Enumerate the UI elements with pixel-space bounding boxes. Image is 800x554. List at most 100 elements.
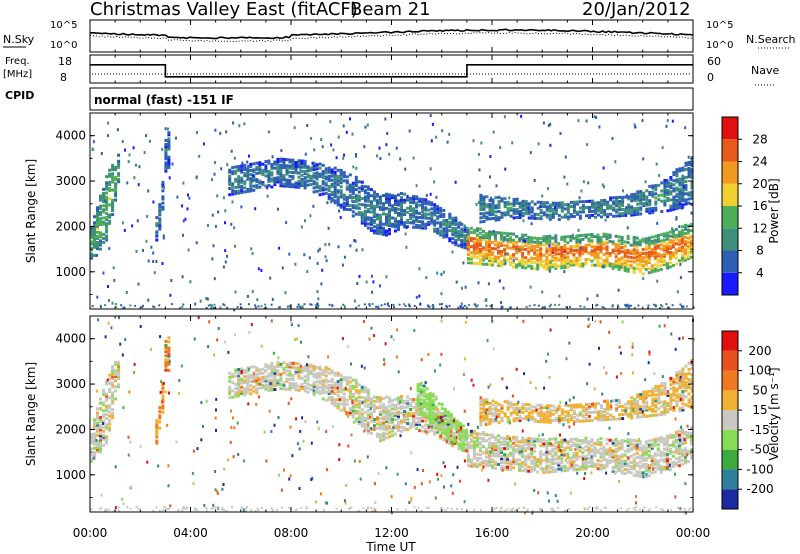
echo-cell — [246, 370, 250, 374]
echo-cell — [479, 195, 483, 199]
echo-cell — [428, 418, 432, 422]
noise-speckle — [366, 123, 369, 127]
echo-cell — [255, 372, 259, 376]
echo-cell — [506, 435, 510, 439]
echo-cell — [660, 189, 664, 193]
echo-cell — [315, 163, 319, 167]
echo-cell — [108, 426, 112, 430]
echo-cell — [255, 165, 259, 169]
echo-cell — [246, 173, 250, 177]
echo-cell — [687, 228, 690, 232]
noise-speckle — [580, 189, 583, 193]
echo-cell — [114, 362, 118, 366]
echo-cell — [403, 401, 407, 405]
echo-cell — [394, 211, 397, 215]
echo-cell — [512, 466, 516, 470]
echo-cell — [521, 247, 525, 251]
echo-cell — [312, 366, 316, 370]
echo-cell — [285, 168, 289, 172]
echo-cell — [300, 387, 304, 390]
echo-cell — [647, 238, 651, 242]
echo-cell — [597, 209, 600, 213]
echo-cell — [270, 364, 274, 367]
echo-cell — [105, 216, 109, 220]
noise-speckle — [625, 206, 628, 210]
noise-speckle — [306, 270, 309, 273]
echo-cell — [161, 384, 165, 388]
echo-cell — [590, 249, 594, 253]
echo-cell — [354, 182, 358, 185]
echo-cell — [102, 444, 106, 447]
echo-cell — [512, 456, 516, 460]
echo-cell — [506, 447, 510, 451]
echo-cell — [632, 459, 636, 463]
echo-cell — [436, 217, 440, 221]
echo-cell — [363, 189, 367, 193]
echo-cell — [481, 248, 485, 252]
echo-cell — [333, 176, 337, 180]
echo-cell — [545, 456, 549, 460]
noise-speckle — [563, 175, 566, 179]
echo-cell — [636, 212, 640, 216]
echo-cell — [491, 261, 494, 265]
echo-cell — [638, 448, 642, 452]
echo-cell — [96, 234, 99, 238]
near-range-cell — [254, 306, 257, 309]
echo-cell — [632, 260, 636, 264]
near-range-cell — [104, 304, 106, 307]
echo-cell — [656, 449, 660, 453]
echo-cell — [99, 430, 102, 434]
echo-cell — [306, 374, 310, 378]
echo-cell — [690, 172, 694, 176]
echo-cell — [333, 199, 337, 203]
echo-cell — [108, 203, 112, 207]
noise-speckle — [230, 149, 233, 153]
echo-cell — [677, 259, 681, 263]
echo-cell — [454, 228, 458, 232]
echo-cell — [590, 235, 594, 239]
echo-cell — [533, 437, 537, 441]
echo-cell — [554, 453, 558, 457]
echo-cell — [629, 465, 633, 468]
near-range-cell — [182, 303, 185, 306]
noise-speckle — [559, 132, 562, 135]
echo-cell — [650, 442, 654, 446]
echo-cell — [99, 241, 102, 245]
echo-cell — [400, 429, 403, 433]
echo-cell — [324, 366, 328, 370]
echo-cell — [285, 166, 289, 170]
near-range-cell — [213, 303, 216, 306]
echo-cell — [506, 200, 510, 204]
echo-cell — [397, 226, 400, 230]
echo-cell — [449, 414, 453, 418]
echo-cell — [288, 365, 292, 369]
echo-cell — [246, 376, 250, 380]
echo-cell — [105, 398, 109, 402]
echo-cell — [626, 255, 630, 259]
echo-cell — [614, 450, 618, 454]
echo-cell — [590, 241, 594, 245]
echo-cell — [563, 247, 567, 251]
echo-cell — [315, 177, 319, 181]
echo-cell — [560, 469, 564, 473]
echo-cell — [158, 203, 162, 207]
echo-cell — [512, 212, 516, 216]
noise-speckle — [248, 154, 250, 158]
noise-speckle — [306, 124, 309, 127]
echo-cell — [554, 439, 558, 443]
echo-cell — [650, 446, 654, 450]
echo-cell — [630, 197, 634, 201]
noise-speckle — [152, 200, 155, 204]
echo-cell — [339, 388, 343, 392]
echo-cell — [469, 255, 473, 259]
echo-cell — [327, 168, 331, 172]
echo-cell — [234, 395, 238, 399]
echo-cell — [439, 207, 443, 210]
echo-cell — [93, 424, 96, 428]
echo-cell — [421, 208, 425, 212]
echo-cell — [155, 216, 159, 220]
echo-cell — [117, 159, 121, 163]
echo-cell — [312, 182, 316, 186]
echo-cell — [445, 235, 449, 239]
near-range-cell — [654, 305, 657, 308]
